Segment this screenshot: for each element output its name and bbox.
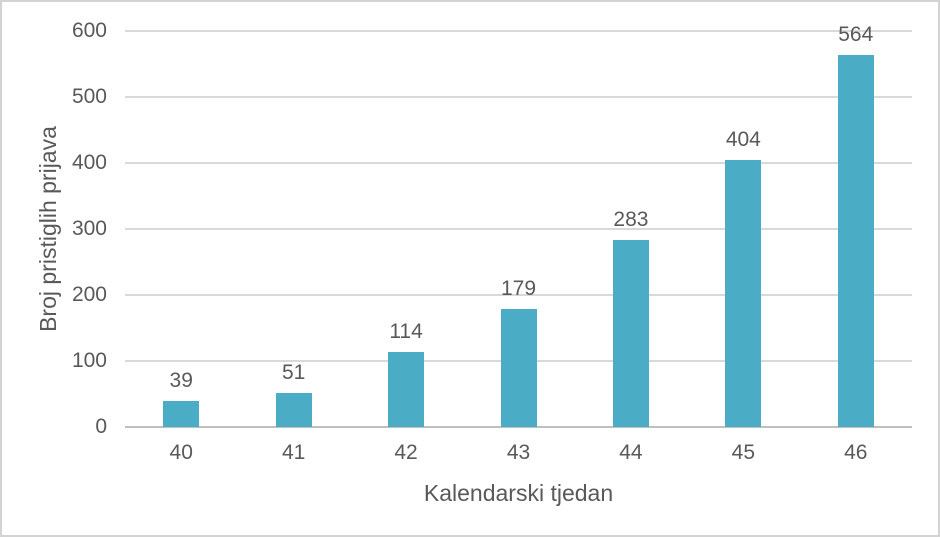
y-tick-label: 100 — [71, 349, 107, 372]
y-tick-label: 0 — [95, 415, 107, 438]
y-tick-label: 500 — [71, 85, 107, 108]
bar-value-label: 114 — [389, 319, 423, 343]
bar — [275, 393, 312, 427]
y-tick-label: 400 — [71, 151, 107, 174]
bar — [725, 160, 762, 427]
x-axis-title: Kalendarski tjedan — [423, 480, 614, 506]
x-tick-label: 41 — [281, 441, 306, 464]
bar — [163, 401, 200, 427]
x-tick-label: 46 — [844, 441, 868, 464]
x-tick-label: 40 — [169, 441, 193, 464]
y-tick-label: 200 — [71, 283, 107, 306]
x-tick-label: 44 — [619, 441, 643, 464]
gridline — [125, 228, 912, 230]
x-tick-label: 43 — [506, 441, 531, 464]
bar-value-label: 283 — [613, 208, 649, 232]
bar-value-label: 39 — [169, 369, 193, 393]
gridline — [125, 294, 912, 296]
bar — [837, 54, 874, 427]
gridline — [125, 162, 912, 164]
bar — [388, 351, 425, 427]
bar-value-label: 564 — [838, 22, 874, 46]
x-axis-line — [125, 426, 912, 428]
bar-value-label: 179 — [500, 276, 537, 300]
gridline — [125, 96, 912, 98]
bar — [500, 308, 537, 427]
bar-value-label: 51 — [281, 361, 306, 385]
y-tick-label: 300 — [71, 217, 107, 240]
x-tick-label: 42 — [394, 441, 418, 464]
bar — [612, 240, 649, 427]
y-axis-title: Broj pristiglih prijava — [35, 126, 61, 332]
gridline — [125, 30, 912, 32]
bar-value-label: 404 — [725, 128, 761, 152]
x-tick-label: 45 — [731, 441, 756, 464]
y-tick-label: 600 — [71, 19, 107, 42]
